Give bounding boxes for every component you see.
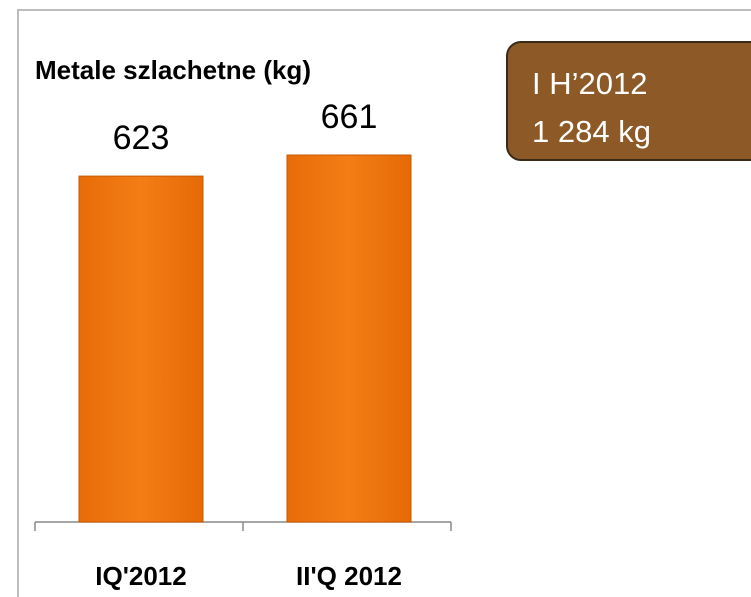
x-tick-label: II'Q 2012 <box>296 561 402 591</box>
bar <box>286 154 412 523</box>
annotation: 1 284 kg <box>532 114 651 149</box>
annotation: I H’2012 <box>532 66 647 101</box>
chart-title: Metale szlachetne (kg) <box>35 55 311 85</box>
value-label: 661 <box>321 98 378 136</box>
x-tick-label: IQ'2012 <box>95 561 186 591</box>
annotation-box <box>506 41 751 161</box>
value-label: 623 <box>113 119 170 157</box>
bar <box>78 175 204 523</box>
frame <box>17 9 751 597</box>
